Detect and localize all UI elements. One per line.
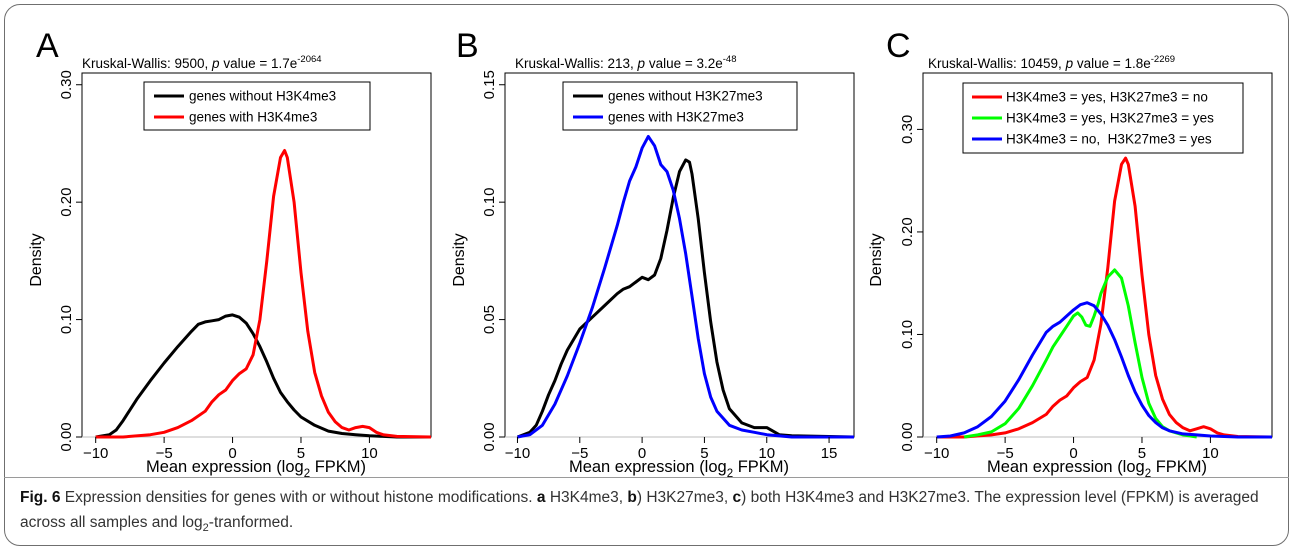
x-tick-label: −5 <box>997 445 1014 462</box>
legend-label-0: genes without H3K27me3 <box>608 89 763 104</box>
x-tick-label: 5 <box>297 445 305 462</box>
y-tick-label: 0.10 <box>899 320 916 349</box>
y-axis-label: Density <box>451 233 468 286</box>
x-tick-label: 10 <box>758 445 775 462</box>
legend: genes without H3K27me3 genes with H3K27m… <box>562 81 798 131</box>
y-axis-label: Density <box>28 233 45 286</box>
x-tick-label: −5 <box>156 445 173 462</box>
series-line-2 <box>936 301 1272 439</box>
legend-label-1: genes with H3K27me3 <box>608 110 744 125</box>
y-tick-label: 0.00 <box>481 422 498 451</box>
panel-b: B Kruskal-Wallis: 213, p value = 3.2e-48… <box>451 27 855 478</box>
legend-box <box>143 81 371 131</box>
series-line-1 <box>95 149 432 439</box>
figure-number: Fig. 6 <box>20 489 61 506</box>
panel-label: B <box>456 27 479 65</box>
x-tick-label: −5 <box>571 445 588 462</box>
x-tick-label: 5 <box>700 445 708 462</box>
series-line-0 <box>516 158 855 439</box>
y-tick-label: 0.00 <box>58 422 75 451</box>
legend-label-1: H3K4me3 = yes, H3K27me3 = yes <box>1006 111 1214 126</box>
panel-label: C <box>886 27 911 65</box>
y-tick-label: 0.15 <box>481 70 498 99</box>
series-line-0 <box>936 156 1273 439</box>
legend-box <box>962 82 1244 154</box>
y-tick-label: 0.20 <box>58 188 75 217</box>
legend-label-0: genes without H3K4me3 <box>189 89 336 104</box>
stat-annotation: Kruskal-Wallis: 9500, p value = 1.7e-206… <box>82 54 322 71</box>
legend-box <box>562 81 798 131</box>
y-tick-label: 0.30 <box>899 115 916 144</box>
y-tick-label: 0.20 <box>899 217 916 246</box>
x-tick-label: 0 <box>638 445 646 462</box>
y-tick-label: 0.05 <box>481 305 498 334</box>
panel-c: C Kruskal-Wallis: 10459, p value = 1.8e-… <box>868 27 1273 478</box>
series-line-1 <box>517 134 854 439</box>
legend-label-1: genes with H3K4me3 <box>189 110 317 125</box>
x-tick-label: 0 <box>1069 445 1077 462</box>
y-tick-label: 0.30 <box>58 70 75 99</box>
x-tick-label: −10 <box>924 445 949 462</box>
x-tick-label: 0 <box>228 445 236 462</box>
x-tick-label: −10 <box>83 445 108 462</box>
caption-divider <box>4 477 1289 478</box>
x-tick-label: −10 <box>505 445 530 462</box>
x-axis-label: Mean expression (log2 FPKM) <box>987 458 1207 478</box>
legend-label-0: H3K4me3 = yes, H3K27me3 = no <box>1006 90 1208 105</box>
figure-caption: Fig. 6 Expression densities for genes wi… <box>20 489 1259 535</box>
x-tick-label: 10 <box>1202 445 1219 462</box>
y-tick-label: 0.00 <box>899 422 916 451</box>
x-tick-label: 10 <box>361 445 378 462</box>
panel-label: A <box>36 27 59 65</box>
panel-a: A Kruskal-Wallis: 9500, p value = 1.7e-2… <box>28 27 432 478</box>
figure-charts: A Kruskal-Wallis: 9500, p value = 1.7e-2… <box>28 27 1273 478</box>
x-axis-label: Mean expression (log2 FPKM) <box>146 458 366 478</box>
x-axis-label: Mean expression (log2 FPKM) <box>569 458 789 478</box>
legend: genes without H3K4me3 genes with H3K4me3 <box>143 81 371 131</box>
x-tick-label: 5 <box>1138 445 1146 462</box>
y-tick-label: 0.10 <box>481 188 498 217</box>
legend: H3K4me3 = yes, H3K27me3 = no H3K4me3 = y… <box>962 82 1244 154</box>
x-tick-label: 15 <box>821 445 838 462</box>
legend-label-2: H3K4me3 = no, H3K27me3 = yes <box>1006 132 1212 147</box>
series-line-1 <box>963 268 1197 439</box>
y-axis-label: Density <box>868 233 885 286</box>
y-tick-label: 0.10 <box>58 305 75 334</box>
stat-annotation: Kruskal-Wallis: 10459, p value = 1.8e-22… <box>928 54 1175 71</box>
stat-annotation: Kruskal-Wallis: 213, p value = 3.2e-48 <box>515 54 736 71</box>
series-line-0 <box>95 313 431 439</box>
